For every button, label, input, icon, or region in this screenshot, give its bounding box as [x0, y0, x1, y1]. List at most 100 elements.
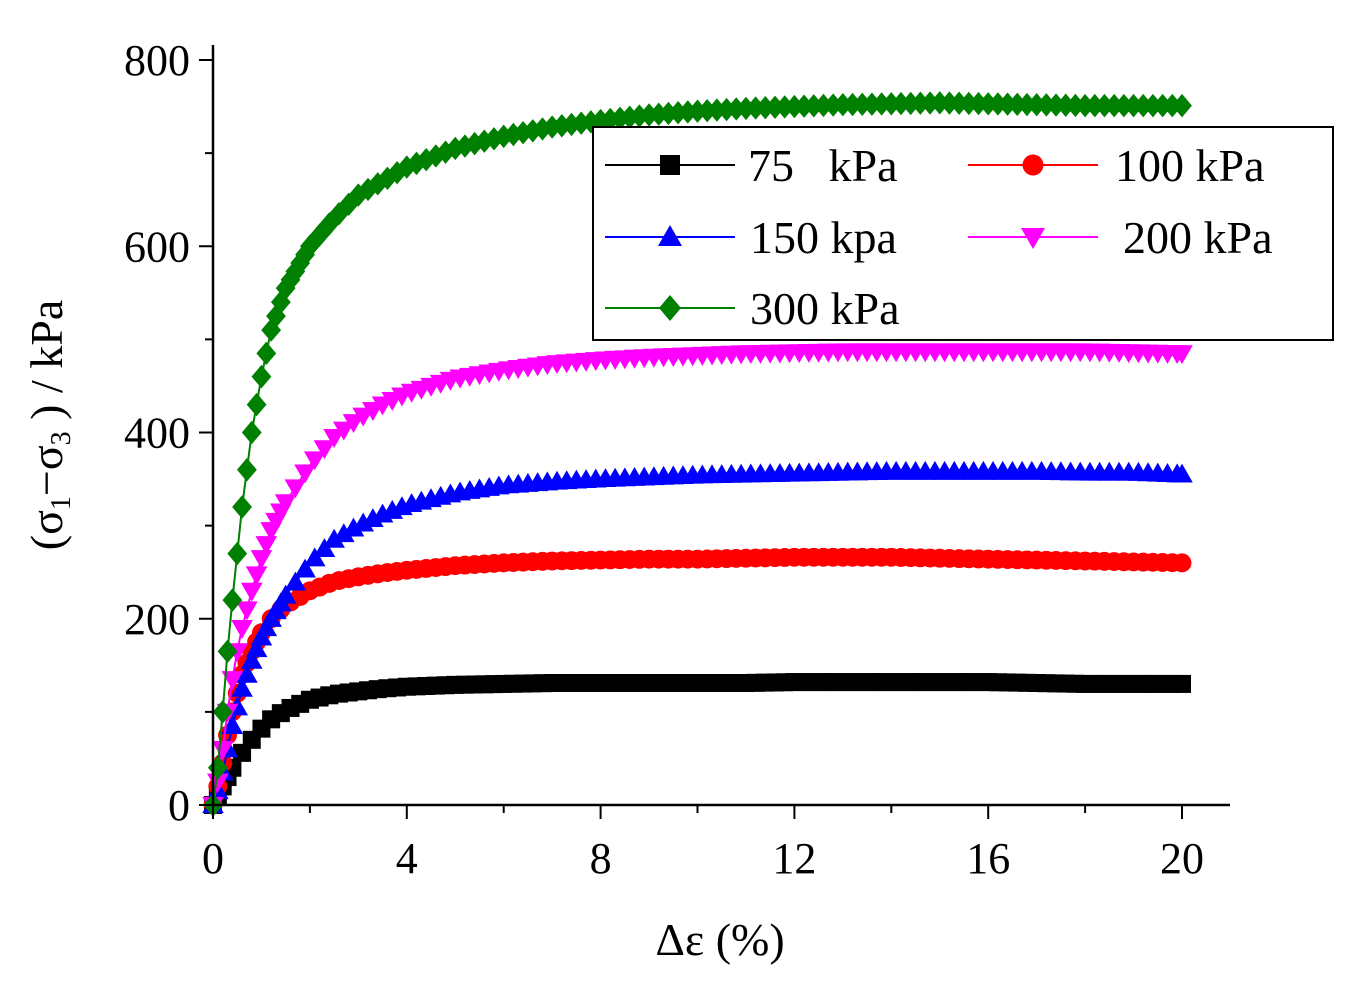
legend-entry: 150 kpa [605, 212, 897, 263]
data-point [648, 102, 669, 126]
data-point [1172, 93, 1192, 118]
y-title-minus: −σ [21, 445, 72, 496]
legend: 75 kPa 100 kPa 150 kpa 200 kPa 300 kPa [592, 126, 1334, 341]
x-axis-title: Δε (%) [655, 914, 784, 965]
y-title-close: ) / kPa [21, 300, 72, 432]
data-point [323, 429, 345, 448]
y-tick-label: 400 [124, 409, 190, 458]
data-point [1172, 553, 1192, 573]
legend-marker [1021, 228, 1045, 249]
data-point [274, 584, 297, 604]
x-ticks: 0 4 8 12 16 20 [202, 805, 1204, 883]
data-point [245, 638, 268, 658]
series-2 [203, 547, 1192, 815]
data-point [313, 440, 336, 460]
y-title-sub1: 1 [46, 496, 77, 510]
data-point [455, 134, 475, 158]
data-point [245, 566, 268, 586]
data-point [1171, 463, 1193, 483]
data-point [823, 93, 844, 117]
legend-marker [659, 295, 681, 321]
y-ticks: 0 200 400 600 800 [124, 36, 213, 830]
y-title-open: (σ [21, 510, 72, 550]
x-tick-label: 12 [772, 834, 816, 883]
data-point [231, 677, 253, 697]
series-5 [203, 91, 1192, 817]
y-axis-title: (σ1−σ3 ) / kPa [21, 300, 77, 550]
x-tick-label: 20 [1160, 834, 1204, 883]
data-point [294, 464, 316, 484]
legend-label: 75 kPa [748, 140, 898, 191]
data-point [240, 649, 263, 669]
legend-entries: 75 kPa 100 kPa 150 kpa 200 kPa 300 kPa [605, 140, 1273, 334]
y-tick-label: 200 [124, 595, 190, 644]
data-point [333, 523, 355, 543]
data-point [474, 129, 495, 153]
legend-entry: 100 kPa [968, 140, 1265, 191]
data-point [237, 458, 257, 482]
series-line-1 [212, 681, 1182, 806]
legend-marker [658, 225, 682, 246]
legend-entry: 200 kPa [968, 212, 1273, 263]
data-point [274, 494, 297, 514]
data-point [284, 479, 307, 499]
data-point [212, 700, 233, 724]
y-tick-label: 600 [124, 222, 190, 271]
series-1 [204, 673, 1191, 814]
data-point [256, 341, 277, 366]
legend-entry: 75 kPa [605, 140, 898, 191]
data-point [303, 451, 326, 471]
data-point [217, 639, 238, 664]
data-point [240, 582, 263, 602]
data-point [1171, 345, 1193, 365]
data-point [294, 558, 316, 578]
data-point [231, 619, 253, 639]
data-point [333, 421, 355, 441]
x-tick-label: 16 [966, 834, 1010, 883]
data-point [251, 364, 272, 389]
data-point [342, 517, 365, 537]
data-point [227, 541, 248, 566]
data-point [464, 131, 485, 156]
data-point [323, 528, 345, 548]
data-point [211, 741, 234, 760]
series-3 [202, 460, 1193, 814]
legend-marker [660, 155, 680, 175]
series-4 [202, 343, 1193, 816]
data-point [1173, 674, 1191, 693]
data-point [295, 242, 315, 267]
legend-box [592, 126, 1334, 341]
y-tick-label: 800 [124, 36, 190, 85]
legend-marker [1022, 154, 1044, 176]
data-point [425, 144, 446, 168]
data-point [255, 536, 278, 556]
data-point [236, 601, 258, 621]
data-point [284, 571, 307, 591]
y-tick-label: 0 [168, 781, 190, 830]
data-point [232, 495, 252, 519]
data-point [221, 671, 244, 691]
axes [211, 45, 1230, 807]
legend-label: 300 kPa [750, 283, 900, 334]
data-point [416, 147, 437, 172]
data-point [246, 392, 267, 417]
data-point [396, 155, 417, 179]
x-tick-label: 0 [202, 834, 224, 883]
legend-entry: 300 kPa [605, 283, 900, 334]
x-tick-label: 8 [590, 834, 612, 883]
data-point [222, 588, 243, 612]
legend-label: 150 kpa [750, 212, 897, 263]
plot-area [202, 91, 1193, 817]
x-tick-label: 4 [396, 834, 418, 883]
legend-label: 100 kPa [1115, 140, 1265, 191]
data-point [241, 420, 262, 445]
data-point [677, 100, 698, 124]
data-point [250, 550, 273, 570]
data-point [697, 98, 718, 123]
legend-label: 200 kPa [1123, 212, 1273, 263]
data-point [236, 663, 258, 683]
data-point [445, 136, 466, 161]
y-title-sub3: 3 [46, 431, 77, 445]
data-point [435, 140, 456, 164]
